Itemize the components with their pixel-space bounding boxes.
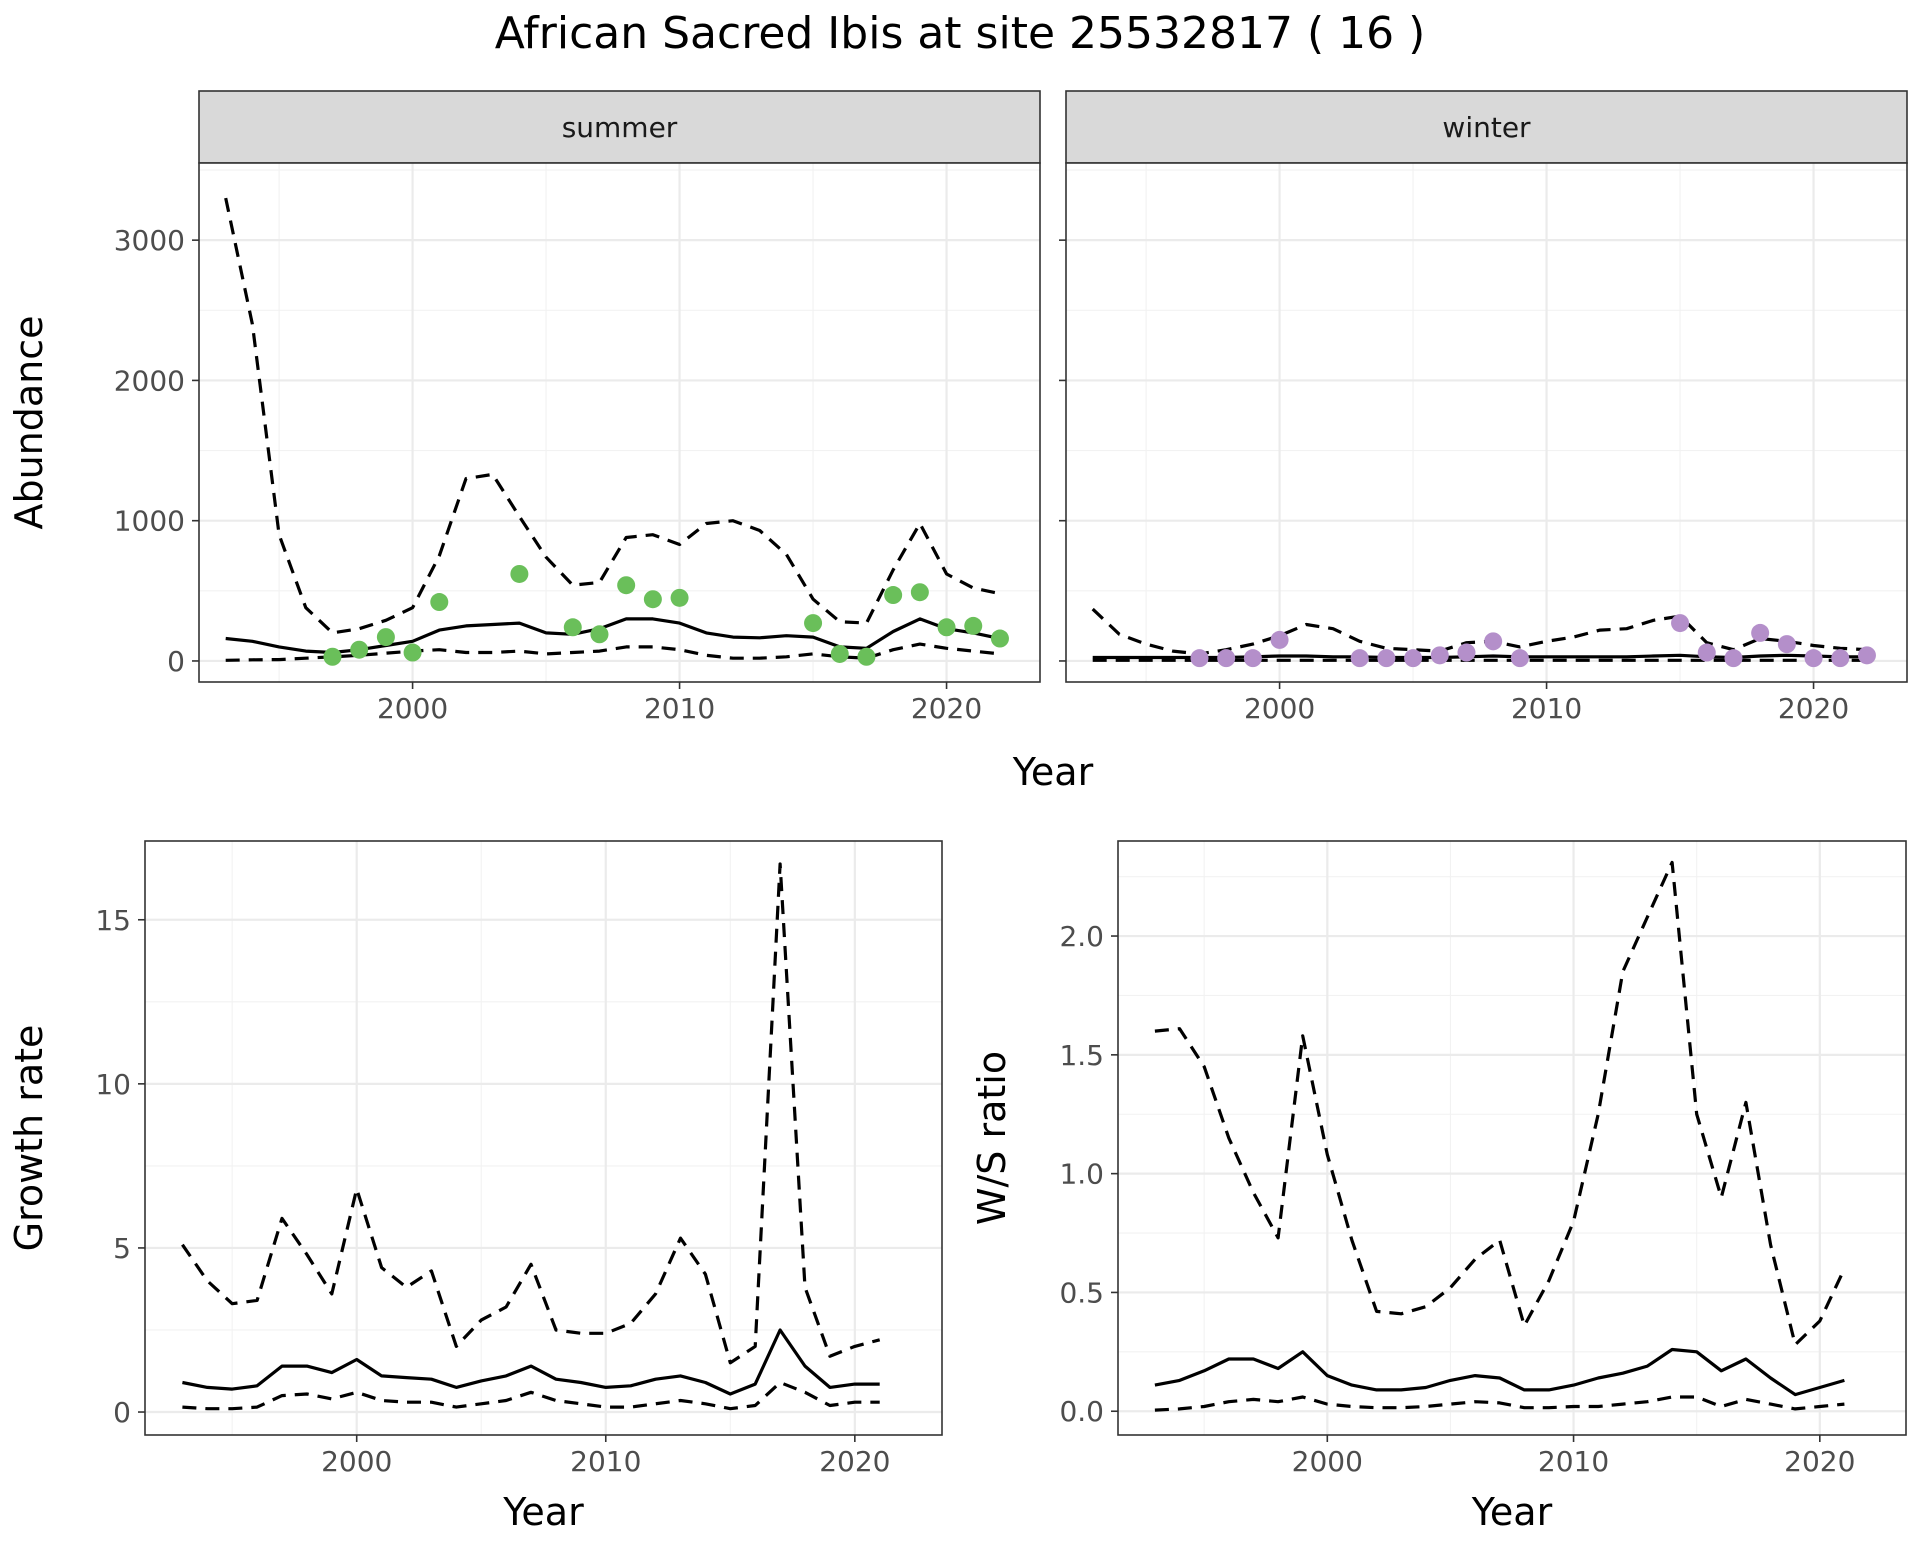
series-line-upper — [224, 197, 1001, 635]
y-tick-label: 2.0 — [1059, 920, 1104, 953]
series-line-upper — [1154, 860, 1846, 1347]
x-tick-label: 2000 — [321, 1445, 392, 1478]
data-point — [1510, 649, 1529, 668]
data-point — [1404, 649, 1423, 668]
panel-abundance-summer: summer 2000 2010 2020 0 1000 2000 3000 Abundance — [7, 90, 1041, 725]
figure-title: African Sacred Ibis at site 25532817 ( 1… — [495, 8, 1426, 59]
data-point — [1804, 649, 1823, 668]
plot-area — [1118, 841, 1906, 1435]
data-point — [857, 647, 876, 666]
data-point — [1484, 632, 1503, 651]
data-point — [1457, 643, 1476, 662]
data-point — [1377, 649, 1396, 668]
data-point — [1270, 630, 1289, 649]
data-point — [323, 647, 342, 666]
y-tick-label: 1.5 — [1059, 1039, 1104, 1072]
facet-label: summer — [562, 111, 678, 144]
facet-label: winter — [1442, 111, 1531, 144]
y-tick-label: 10 — [95, 1068, 131, 1101]
series-line-upper — [181, 862, 881, 1365]
data-point — [403, 643, 422, 662]
y-axis-title: Growth rate — [7, 1025, 51, 1252]
series-line-estimate — [1154, 1347, 1845, 1397]
chart-panels: summer 2000 2010 2020 0 1000 2000 3000 Abundance… — [7, 90, 1908, 1534]
panel-border — [198, 162, 1041, 683]
data-point — [1697, 643, 1716, 662]
data-point — [350, 640, 369, 659]
data-point — [990, 629, 1009, 648]
data-point — [1671, 614, 1690, 633]
x-tick-label: 2010 — [1538, 1445, 1609, 1478]
y-tick-label: 1000 — [114, 505, 185, 538]
data-point — [643, 590, 662, 609]
data-point — [830, 644, 849, 663]
facet-strip — [1065, 90, 1908, 164]
data-point — [1857, 646, 1876, 665]
data-point — [910, 583, 929, 602]
panel-abundance-winter: winter 2000 2010 2020 — [1059, 90, 1908, 725]
data-point — [1724, 649, 1743, 668]
x-tick-label: 2010 — [644, 692, 715, 725]
series-line-estimate — [182, 1328, 880, 1396]
plot-area — [145, 841, 942, 1435]
data-point — [1190, 649, 1209, 668]
data-point — [1831, 649, 1850, 668]
y-axis-title: Abundance — [7, 315, 51, 529]
data-point — [1751, 623, 1770, 642]
x-tick-label: 2000 — [377, 692, 448, 725]
panel-border — [1117, 840, 1907, 1436]
x-tick-label: 2020 — [1778, 692, 1849, 725]
x-tick-label: 2000 — [1244, 692, 1315, 725]
panel-border — [144, 840, 943, 1436]
data-point — [804, 614, 823, 633]
data-point — [670, 588, 689, 607]
panel-growth-rate: 2000 2010 2020 0 5 10 15 Growth rate Year — [7, 840, 943, 1534]
y-axis-title: W/S ratio — [970, 1051, 1014, 1225]
y-tick-label: 0 — [113, 1396, 131, 1429]
y-tick-label: 0.5 — [1059, 1276, 1104, 1309]
series-line-lower — [1154, 1395, 1845, 1412]
data-point — [964, 616, 983, 635]
data-point — [617, 576, 636, 595]
data-point — [1243, 649, 1262, 668]
facet-strip — [198, 90, 1041, 164]
y-tick-label: 2000 — [114, 364, 185, 397]
panel-border — [1065, 162, 1908, 683]
x-axis-title: Year — [1471, 1490, 1553, 1534]
data-point — [590, 625, 609, 644]
y-tick-label: 1.0 — [1059, 1158, 1104, 1191]
series-line-lower — [182, 1380, 880, 1411]
y-tick-label: 0 — [167, 645, 185, 678]
data-point — [510, 564, 529, 583]
data-point — [563, 618, 582, 637]
data-point — [884, 586, 903, 605]
x-axis-title: Year — [1012, 750, 1094, 794]
x-axis-title: Year — [502, 1490, 584, 1534]
panel-ws-ratio: 2000 2010 2020 0.0 0.5 1.0 1.5 2.0 W/S ratio Year — [970, 840, 1907, 1534]
x-tick-label: 2010 — [1511, 692, 1582, 725]
y-tick-label: 0.0 — [1059, 1395, 1104, 1428]
x-tick-label: 2000 — [1292, 1445, 1363, 1478]
data-point — [430, 593, 449, 612]
y-tick-label: 5 — [113, 1232, 131, 1265]
x-tick-label: 2020 — [1784, 1445, 1855, 1478]
x-tick-label: 2020 — [911, 692, 982, 725]
data-point — [937, 618, 956, 637]
data-point — [1430, 646, 1449, 665]
plot-area — [1066, 163, 1907, 682]
y-tick-label: 3000 — [114, 224, 185, 257]
data-point — [1217, 649, 1236, 668]
data-point — [1777, 635, 1796, 654]
y-tick-label: 15 — [95, 904, 131, 937]
data-point — [1350, 649, 1369, 668]
x-tick-label: 2010 — [570, 1445, 641, 1478]
data-point — [376, 628, 395, 647]
x-tick-label: 2020 — [819, 1445, 890, 1478]
